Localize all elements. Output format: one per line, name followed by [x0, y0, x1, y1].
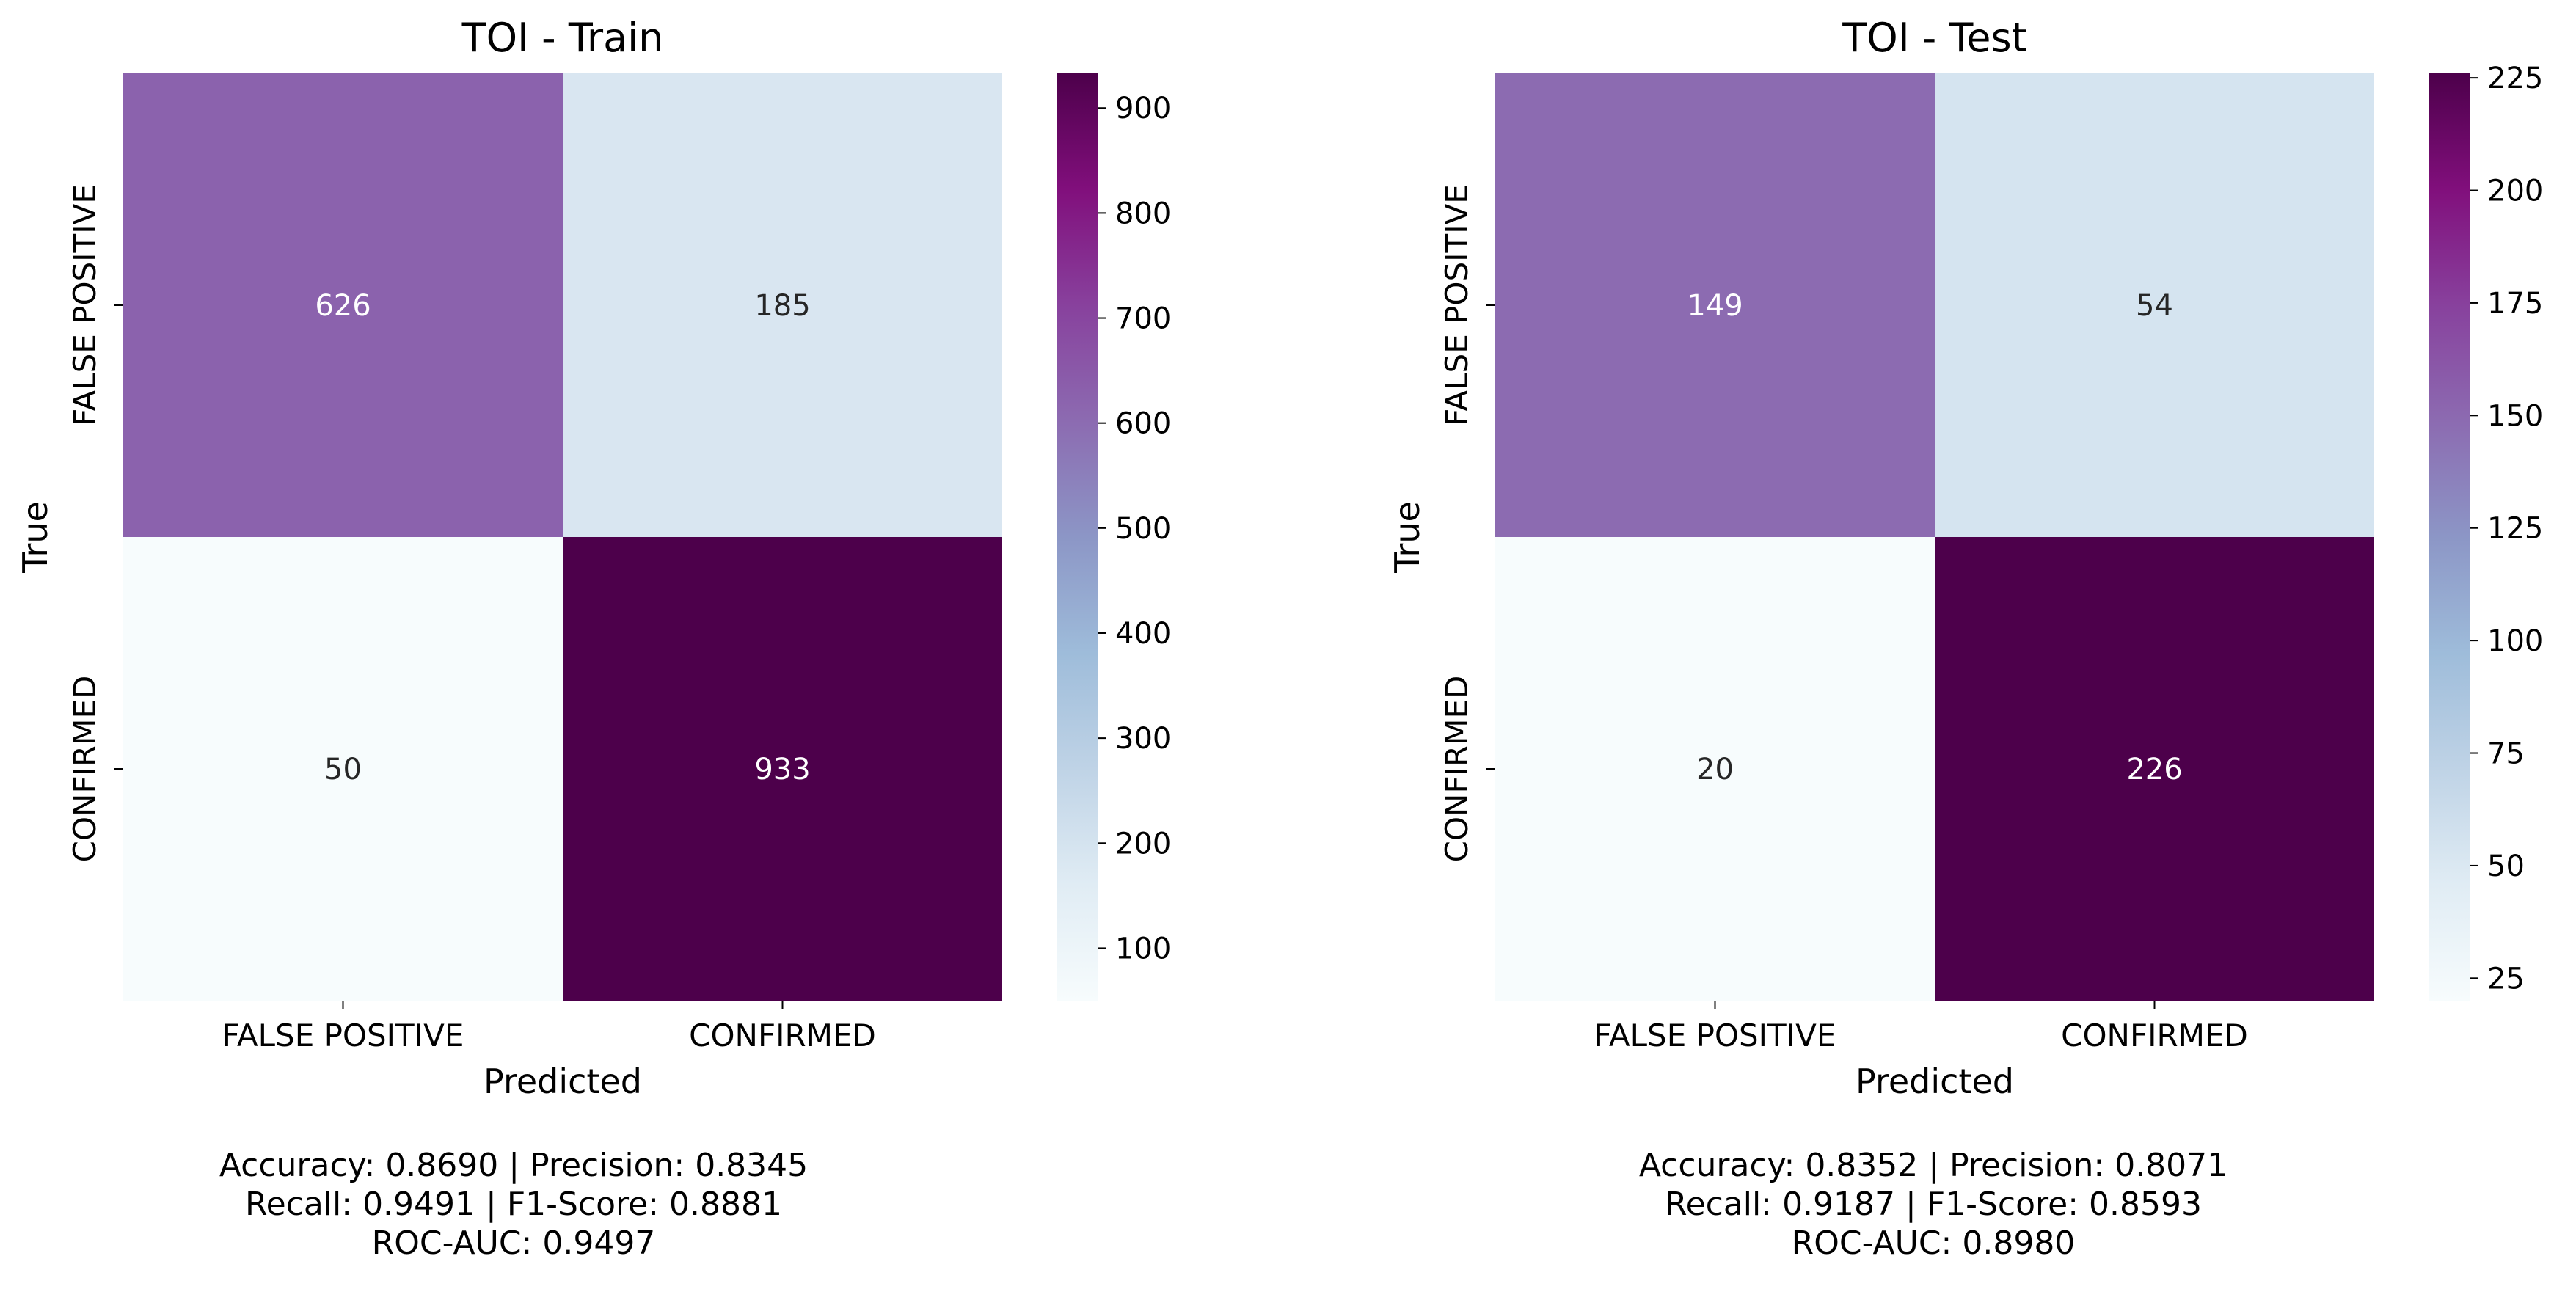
- metrics-line: Accuracy: 0.8690 | Precision: 0.8345: [219, 1147, 808, 1184]
- colorbar: [2429, 73, 2470, 1001]
- colorbar-tick-label: 200: [2487, 175, 2543, 208]
- x-tick-label: CONFIRMED: [689, 1018, 876, 1054]
- chart-title: TOI - Test: [1842, 15, 2027, 61]
- y-tick-label: FALSE POSITIVE: [1439, 184, 1475, 426]
- heatmap-cell: [123, 537, 563, 1001]
- heatmap-panel-test: TOI - Test 149 54 20 226 FALSE POSITIVE CONFIR…: [1387, 15, 2543, 1262]
- heatmap-cell: [1935, 73, 2374, 537]
- y-tick-label: CONFIRMED: [67, 676, 103, 863]
- y-axis-label: True: [15, 501, 55, 574]
- colorbar-tick-label: 100: [1115, 932, 1171, 965]
- y-tick-label: CONFIRMED: [1439, 676, 1475, 863]
- colorbar-tick-label: 500: [1115, 512, 1171, 546]
- colorbar-tick-label: 75: [2487, 737, 2525, 771]
- colorbar-tick-label: 25: [2487, 962, 2525, 996]
- colorbar-tick-label: 900: [1115, 92, 1171, 125]
- x-tick-label: FALSE POSITIVE: [1594, 1018, 1836, 1054]
- colorbar-tick-label: 800: [1115, 197, 1171, 230]
- metrics-line: Accuracy: 0.8352 | Precision: 0.8071: [1639, 1147, 2227, 1184]
- metrics-line: Recall: 0.9491 | F1-Score: 0.8881: [245, 1186, 782, 1223]
- colorbar-tick-label: 600: [1115, 407, 1171, 441]
- colorbar-tick-label: 700: [1115, 302, 1171, 336]
- cell-value-label: 185: [754, 289, 810, 323]
- heatmap-cell: [1935, 537, 2374, 1001]
- heatmap-cell: [1495, 537, 1935, 1001]
- colorbar-tick-label: 150: [2487, 399, 2543, 433]
- colorbar-tick-label: 100: [2487, 624, 2543, 658]
- heatmap-cell: [1495, 73, 1935, 537]
- x-axis-label: Predicted: [484, 1062, 642, 1101]
- metrics-line: Recall: 0.9187 | F1-Score: 0.8593: [1665, 1186, 2202, 1223]
- colorbar-tick-label: 200: [1115, 827, 1171, 861]
- metrics-line: ROC-AUC: 0.8980: [1792, 1224, 2076, 1262]
- y-tick-label: FALSE POSITIVE: [67, 184, 103, 426]
- y-axis-label: True: [1387, 501, 1427, 574]
- x-axis-label: Predicted: [1856, 1062, 2014, 1101]
- colorbar: [1057, 73, 1098, 1001]
- x-tick-label: CONFIRMED: [2061, 1018, 2248, 1054]
- cell-value-label: 626: [315, 289, 371, 323]
- colorbar-tick-label: 400: [1115, 617, 1171, 651]
- cell-value-label: 933: [754, 753, 810, 786]
- cell-value-label: 50: [324, 753, 362, 786]
- cell-value-label: 226: [2126, 753, 2182, 786]
- heatmap-cell: [563, 73, 1002, 537]
- heatmap-panel-train: TOI - Train 626 185 50 933 FALSE POSITIVE CONF…: [15, 15, 1171, 1262]
- chart-title: TOI - Train: [461, 15, 664, 61]
- metrics-line: ROC-AUC: 0.9497: [372, 1224, 656, 1262]
- colorbar-tick-label: 125: [2487, 512, 2543, 546]
- cell-value-label: 149: [1687, 289, 1743, 323]
- heatmap-cell: [123, 73, 563, 537]
- colorbar-tick-label: 175: [2487, 287, 2543, 321]
- colorbar-tick-label: 50: [2487, 850, 2525, 883]
- cell-value-label: 54: [2136, 289, 2173, 323]
- colorbar-tick-label: 300: [1115, 722, 1171, 756]
- x-tick-label: FALSE POSITIVE: [222, 1018, 464, 1054]
- cell-value-label: 20: [1696, 753, 1734, 786]
- colorbar-tick-label: 225: [2487, 62, 2543, 95]
- heatmap-cell: [563, 537, 1002, 1001]
